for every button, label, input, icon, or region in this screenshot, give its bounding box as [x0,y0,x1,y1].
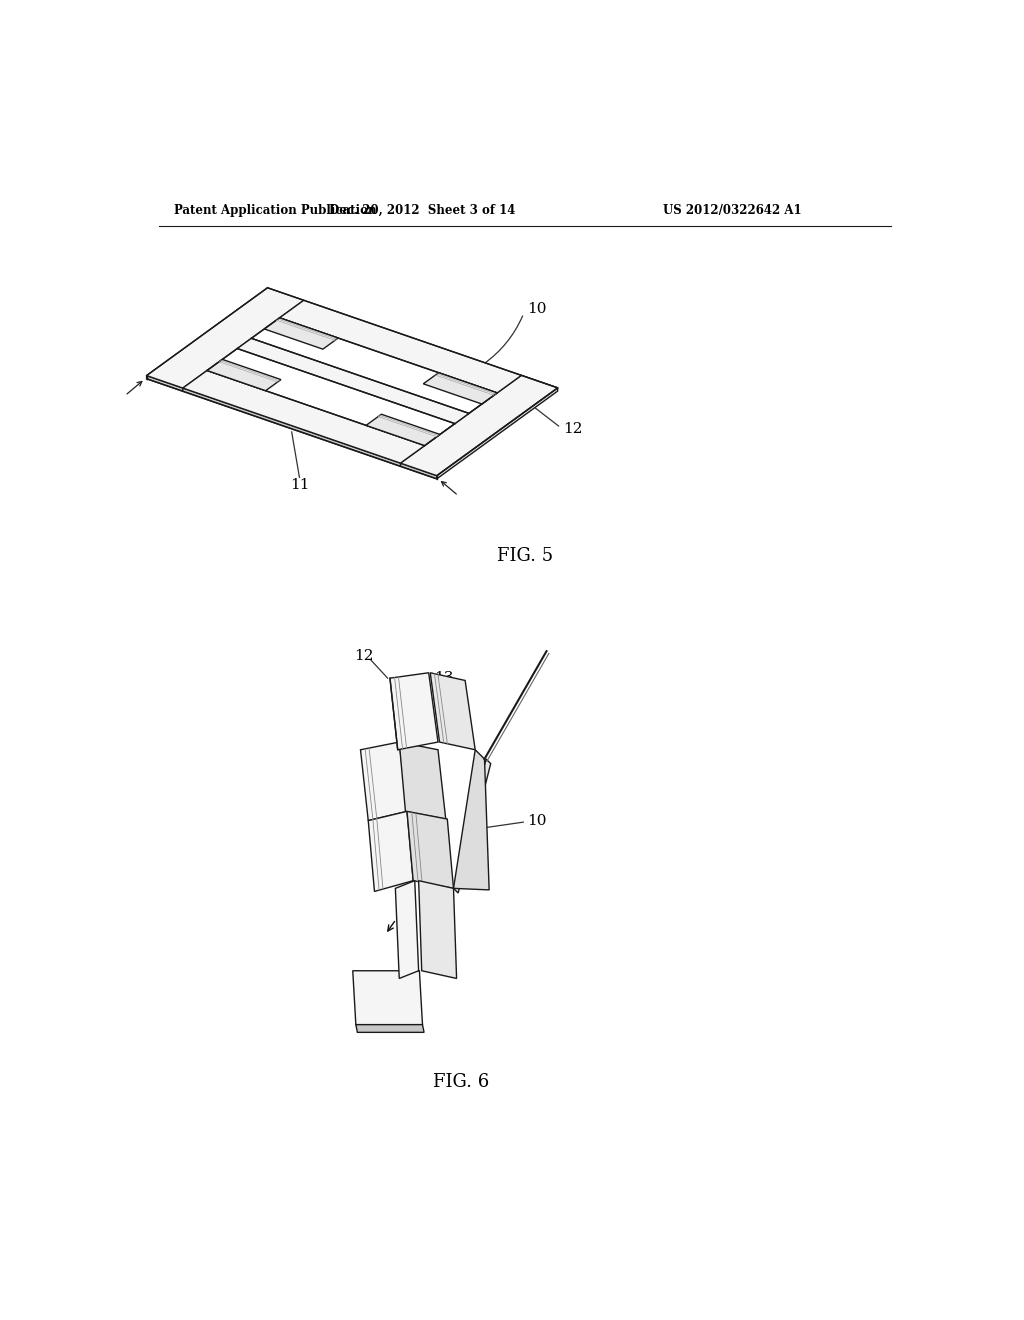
Text: 11: 11 [290,478,309,492]
Polygon shape [264,318,338,350]
Polygon shape [360,742,407,821]
Text: 12: 12 [354,649,374,663]
Polygon shape [407,812,454,888]
Polygon shape [207,359,281,391]
Text: FIG. 5: FIG. 5 [497,546,553,565]
Polygon shape [454,759,490,892]
Polygon shape [399,742,445,818]
Polygon shape [390,673,438,750]
Text: Patent Application Publication: Patent Application Publication [174,205,377,218]
Polygon shape [400,463,437,479]
Polygon shape [395,880,419,978]
Text: 12: 12 [563,422,583,436]
Polygon shape [430,673,475,750]
Polygon shape [400,375,558,475]
Polygon shape [454,750,489,890]
Text: FIG. 6: FIG. 6 [433,1073,489,1092]
Polygon shape [146,376,183,391]
Polygon shape [280,300,521,393]
Text: 10: 10 [526,302,547,315]
Text: Dec. 20, 2012  Sheet 3 of 14: Dec. 20, 2012 Sheet 3 of 14 [330,205,516,218]
Polygon shape [369,812,414,891]
Polygon shape [146,288,304,388]
Polygon shape [367,414,440,446]
Polygon shape [352,970,423,1024]
Polygon shape [437,388,558,479]
Text: US 2012/0322642 A1: US 2012/0322642 A1 [663,205,802,218]
Text: 10: 10 [527,813,547,828]
Polygon shape [183,388,400,466]
Polygon shape [183,371,425,463]
Polygon shape [423,372,498,404]
Polygon shape [238,338,469,424]
Polygon shape [419,880,457,978]
Polygon shape [356,1024,424,1032]
Text: 13: 13 [434,671,454,685]
Polygon shape [400,375,558,475]
